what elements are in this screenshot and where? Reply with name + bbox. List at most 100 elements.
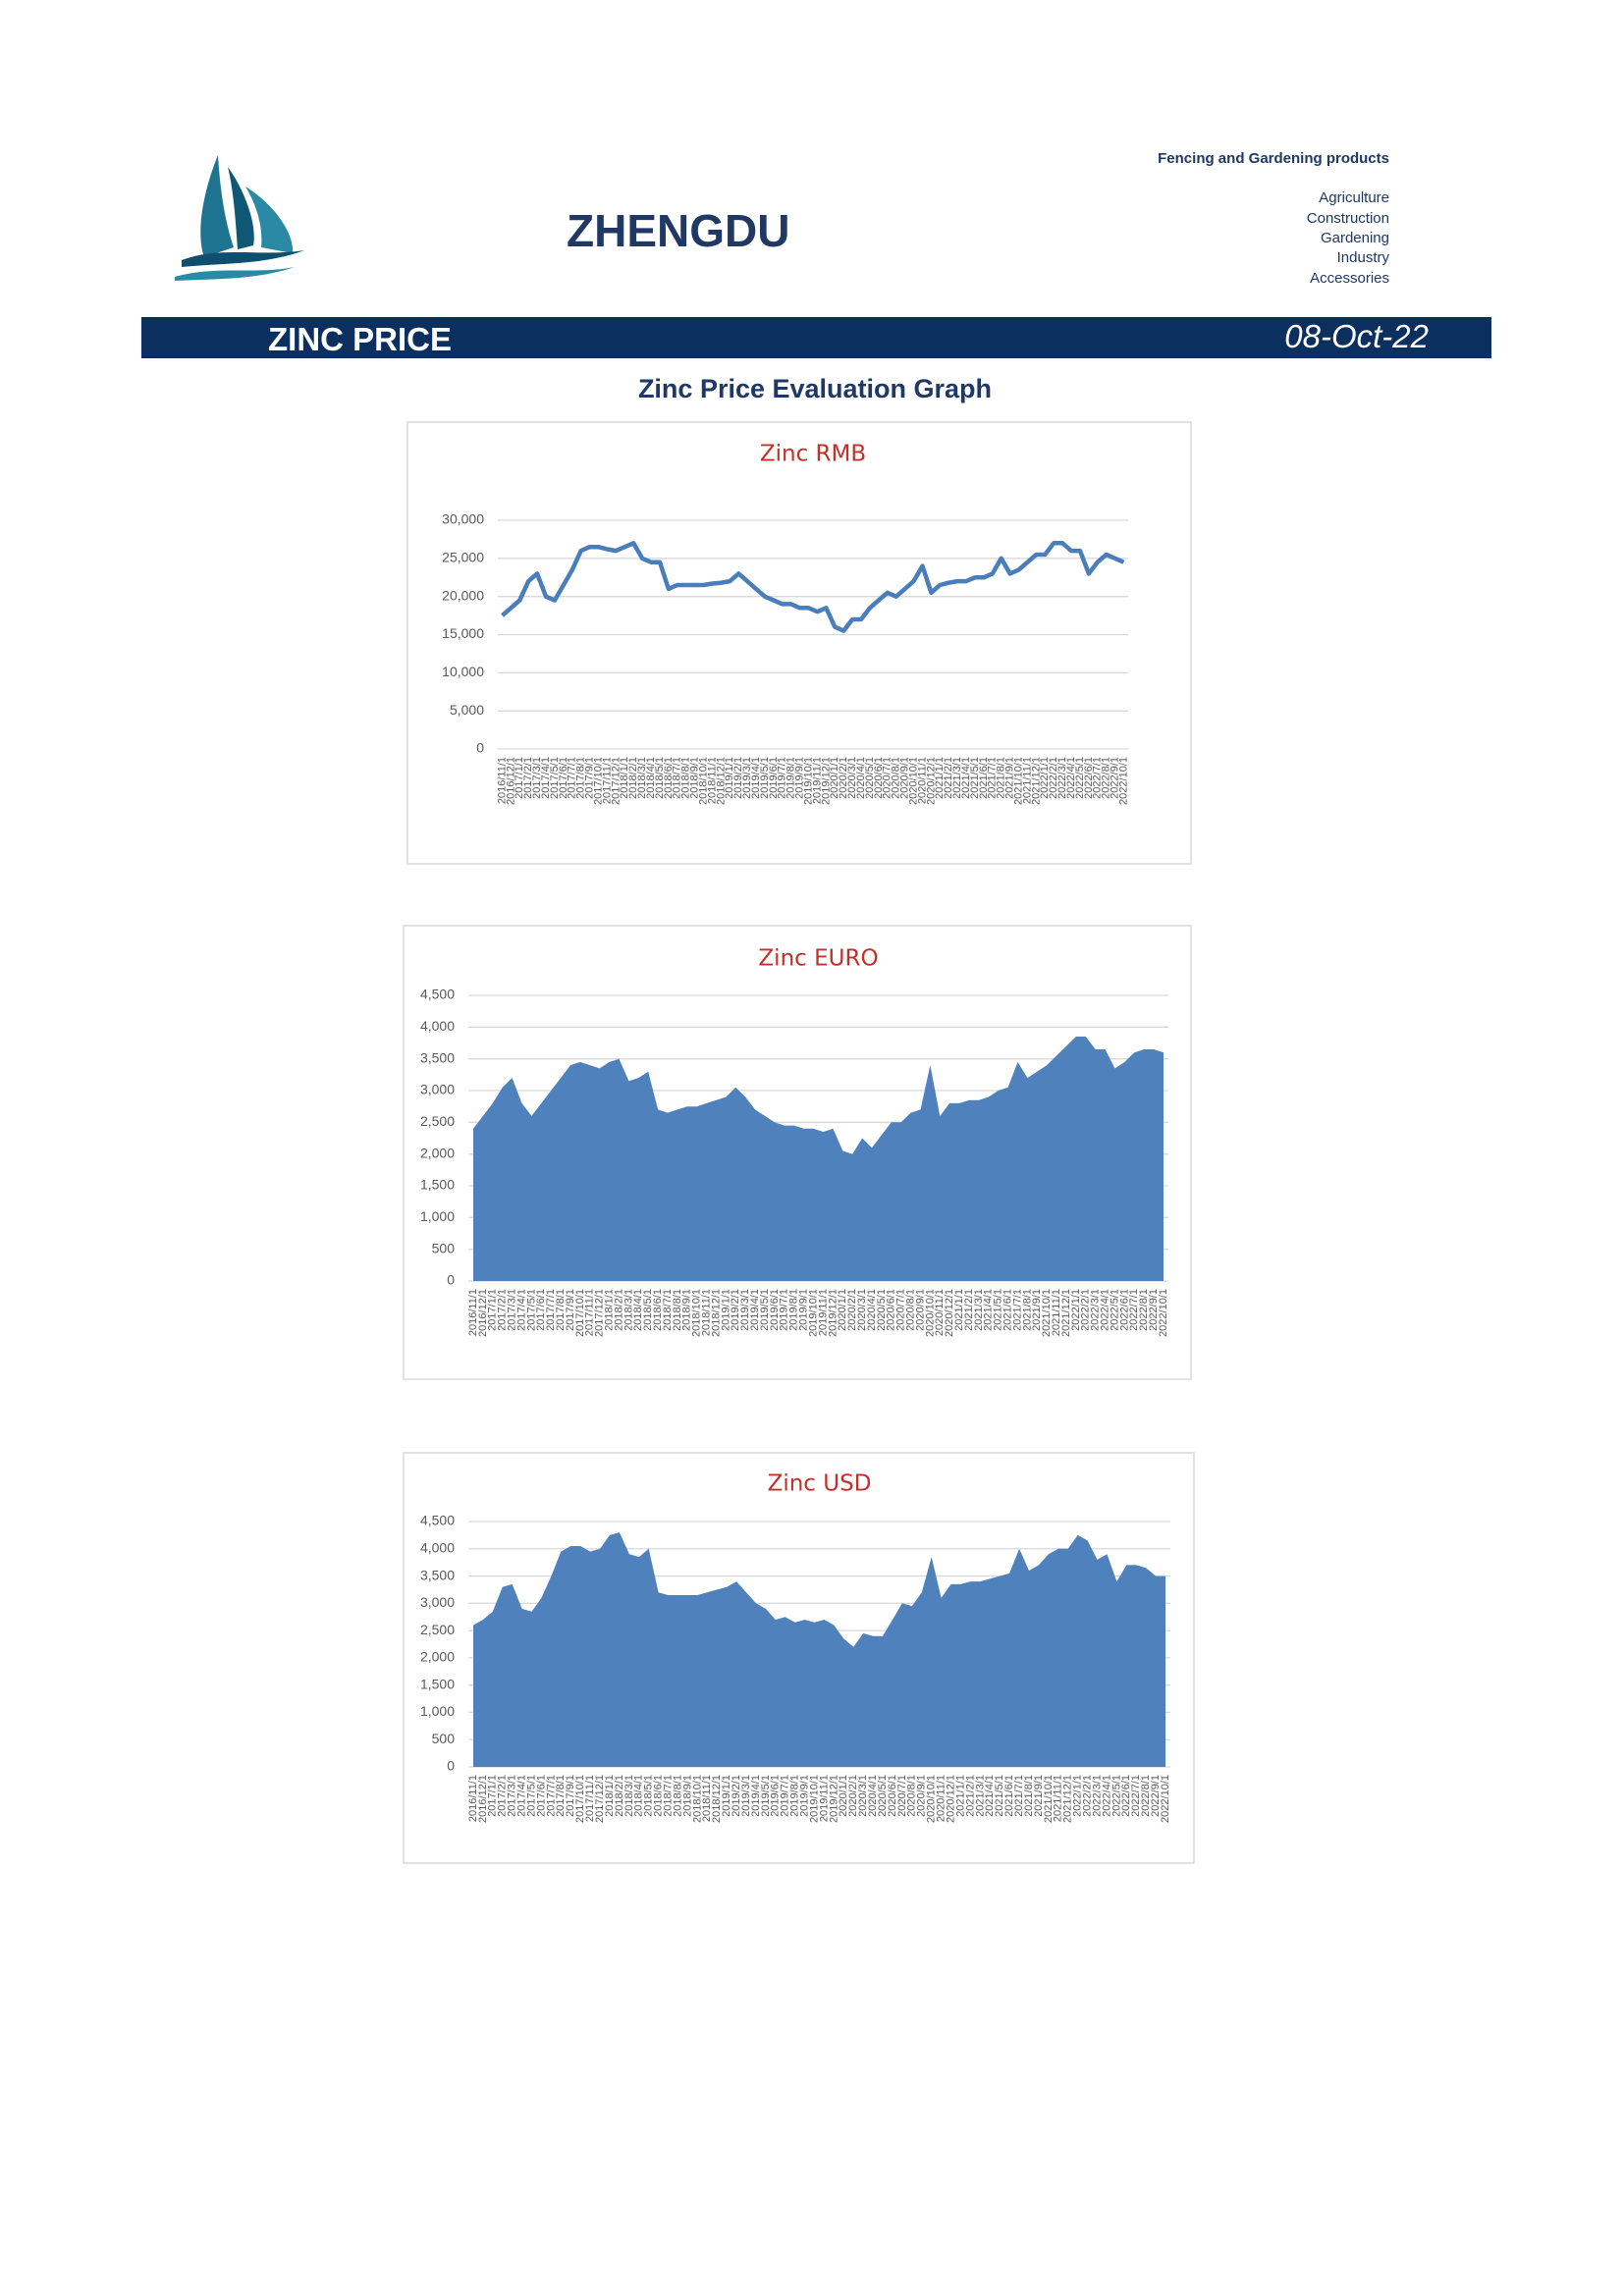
x-tick-label: 2017/7/1: [545, 1775, 557, 1817]
y-tick-label: 3,500: [420, 1567, 455, 1582]
x-tick-label: 2018/12/1: [710, 1289, 722, 1337]
x-tick-label: 2017/3/1: [506, 1289, 517, 1331]
chart-frame: [406, 421, 1192, 865]
x-tick-label: 2022/10/1: [1158, 1289, 1169, 1337]
x-tick-label: 2017/5/1: [525, 1775, 537, 1817]
x-tick-label: 2022/3/1: [1090, 1289, 1102, 1331]
x-tick-label: 2018/5/1: [654, 757, 666, 799]
x-tick-label: 2018/8/1: [680, 757, 692, 799]
x-tick-label: 2019/7/1: [779, 1289, 790, 1331]
x-tick-label: 2016/12/1: [505, 757, 516, 805]
x-tick-label: 2019/8/1: [788, 1289, 800, 1331]
x-tick-label: 2020/1/1: [829, 757, 840, 799]
y-tick-label: 3,500: [420, 1049, 455, 1065]
y-tick-label: 4,000: [420, 1018, 455, 1034]
banner: [141, 317, 1491, 358]
x-tick-label: 2019/5/1: [760, 1775, 772, 1817]
x-tick-label: 2017/6/1: [535, 1289, 547, 1331]
x-tick-label: 2020/12/1: [925, 757, 937, 805]
x-tick-label: 2018/12/1: [715, 757, 727, 805]
x-tick-label: 2017/5/1: [549, 757, 561, 799]
x-tick-label: 2020/9/1: [899, 757, 911, 799]
x-tick-label: 2017/4/1: [540, 757, 552, 799]
y-tick-label: 20,000: [442, 587, 484, 603]
x-tick-label: 2021/2/1: [963, 1289, 975, 1331]
x-tick-label: 2022/9/1: [1148, 1289, 1160, 1331]
x-tick-label: 2017/3/1: [507, 1775, 518, 1817]
x-tick-label: 2017/12/1: [594, 1289, 606, 1337]
x-tick-label: 2021/10/1: [1041, 1289, 1053, 1337]
x-tick-label: 2022/5/1: [1109, 1289, 1120, 1331]
x-tick-label: 2016/11/1: [467, 1289, 479, 1336]
x-tick-label: 2020/8/1: [904, 1289, 916, 1331]
x-tick-label: 2018/4/1: [632, 1289, 644, 1331]
sector: Agriculture: [1319, 189, 1389, 206]
x-tick-label: 2019/1/1: [724, 757, 735, 799]
x-tick-label: 2019/2/1: [732, 757, 744, 799]
x-tick-label: 2020/5/1: [877, 1775, 889, 1817]
x-tick-label: 2022/4/1: [1101, 1775, 1112, 1817]
x-tick-label: 2022/10/1: [1160, 1775, 1171, 1823]
x-tick-label: 2017/8/1: [555, 1775, 567, 1817]
x-tick-label: 2020/9/1: [914, 1289, 926, 1331]
x-tick-label: 2018/9/1: [689, 757, 701, 799]
x-tick-label: 2020/6/1: [873, 757, 885, 799]
x-tick-label: 2017/8/1: [575, 757, 587, 799]
x-tick-label: 2022/2/1: [1081, 1775, 1093, 1817]
x-tick-label: 2019/10/1: [807, 1289, 819, 1337]
x-tick-label: 2021/7/1: [1013, 1775, 1025, 1817]
x-tick-label: 2021/4/1: [983, 1289, 995, 1331]
x-tick-label: 2018/12/1: [711, 1775, 723, 1823]
x-tick-label: 2021/7/1: [987, 757, 999, 799]
x-tick-label: 2019/6/1: [770, 1775, 782, 1817]
price-area: [473, 1532, 1165, 1767]
x-tick-label: 2018/11/1: [706, 757, 718, 804]
x-tick-label: 2020/12/1: [945, 1775, 956, 1823]
y-tick-label: 1,000: [420, 1208, 455, 1224]
x-tick-label: 2018/6/1: [652, 1289, 664, 1331]
x-tick-label: 2020/12/1: [944, 1289, 955, 1337]
x-tick-label: 2019/11/1: [811, 757, 823, 804]
x-tick-label: 2020/9/1: [916, 1775, 928, 1817]
x-tick-label: 2018/9/1: [681, 1289, 693, 1331]
x-tick-label: 2017/7/1: [567, 757, 578, 799]
x-tick-label: 2020/4/1: [867, 1775, 879, 1817]
x-tick-label: 2017/2/1: [522, 757, 534, 799]
x-tick-label: 2020/4/1: [866, 1289, 878, 1331]
tagline: Fencing and Gardening products: [1158, 150, 1389, 167]
chart-frame: [403, 1452, 1195, 1864]
x-tick-label: 2019/4/1: [750, 1775, 762, 1817]
chart-title: Zinc EURO: [758, 946, 878, 972]
x-tick-label: 2017/10/1: [574, 1775, 586, 1823]
x-tick-label: 2021/3/1: [951, 757, 963, 799]
x-tick-label: 2018/10/1: [691, 1775, 703, 1823]
y-tick-label: 0: [447, 1758, 455, 1774]
y-tick-label: 3,000: [420, 1082, 455, 1097]
x-tick-label: 2021/3/1: [974, 1775, 986, 1817]
x-tick-label: 2019/1/1: [720, 1289, 731, 1331]
x-tick-label: 2018/1/1: [603, 1289, 615, 1331]
x-tick-label: 2016/12/1: [477, 1775, 489, 1823]
x-tick-label: 2021/5/1: [993, 1289, 1004, 1331]
x-tick-label: 2018/3/1: [623, 1775, 635, 1817]
x-tick-label: 2019/9/1: [794, 757, 806, 799]
y-tick-label: 5,000: [450, 702, 484, 718]
x-tick-label: 2021/8/1: [1023, 1775, 1035, 1817]
x-tick-label: 2020/8/1: [906, 1775, 918, 1817]
x-tick-label: 2021/7/1: [1011, 1289, 1023, 1331]
x-tick-label: 2022/8/1: [1101, 757, 1112, 799]
x-tick-label: 2021/2/1: [964, 1775, 976, 1817]
y-tick-label: 4,000: [420, 1539, 455, 1555]
x-tick-label: 2019/1/1: [721, 1775, 732, 1817]
x-tick-label: 2017/9/1: [565, 1775, 576, 1817]
x-tick-label: 2022/4/1: [1100, 1289, 1111, 1331]
x-tick-label: 2022/7/1: [1128, 1289, 1140, 1331]
x-tick-label: 2017/6/1: [558, 757, 569, 799]
x-tick-label: 2021/6/1: [1003, 1775, 1015, 1817]
x-tick-label: 2020/3/1: [846, 757, 858, 799]
y-tick-label: 1,500: [420, 1676, 455, 1691]
x-tick-label: 2019/12/1: [820, 757, 832, 805]
x-tick-label: 2021/5/1: [994, 1775, 1005, 1817]
